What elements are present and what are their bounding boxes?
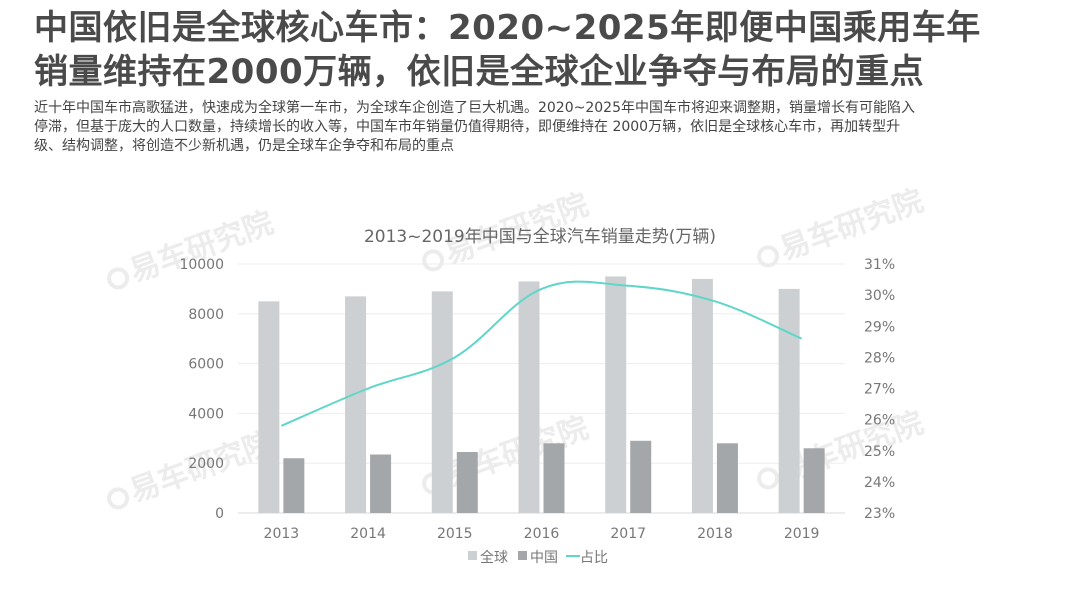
headline-line-1: 中国依旧是全球核心车市：2020~2025年即便中国乘用车年 [34,8,981,48]
x-axis-tick-label: 2014 [350,526,386,542]
legend-item-中国: 中国 [518,550,558,566]
left-axis-tick-label: 10000 [179,257,224,273]
left-axis-tick-label: 4000 [188,406,224,422]
bar-中国-2013 [283,458,305,513]
legend-item-全球: 全球 [468,549,508,566]
right-y-axis: 23% 24% 25% 26% 27% 28% 29% 30% 31% [864,257,895,522]
bar-中国-2014 [370,454,392,513]
legend-swatch [518,551,527,560]
x-axis: 2013 2014 2015 2016 2017 2018 2019 [264,526,820,542]
chart-title: 2013~2019年中国与全球汽车销量走势(万辆) [364,227,716,247]
bar-全球-2019 [778,288,800,513]
right-axis-tick-label: 29% [864,319,895,335]
x-axis-tick-label: 2015 [437,526,473,542]
bar-中国-2015 [456,451,478,513]
x-axis-tick-label: 2018 [697,526,733,542]
right-axis-tick-label: 25% [864,444,895,460]
right-axis-tick-label: 27% [864,382,895,398]
page-headline: 中国依旧是全球核心车市：2020~2025年即便中国乘用车年 销量维持在2000… [34,6,1054,94]
bar-全球-2014 [345,296,367,513]
legend-swatch [468,551,477,560]
chart-gridlines [238,263,845,514]
watermark-text: 易车研究院 [775,183,928,267]
x-axis-tick-label: 2013 [264,526,300,542]
x-axis-tick-label: 2016 [524,526,560,542]
subtitle-line-2: 停滞，但基于庞大的人口数量，持续增长的收入等，中国车市年销量仍值得期待，即便维持… [34,119,901,135]
chart-legend: 全球 中国 占比 [468,549,608,566]
right-axis-tick-label: 26% [864,413,895,429]
legend-label: 中国 [530,550,558,566]
subtitle-line-3: 级、结构调整，将创造不少新机遇，仍是全球车企争夺和布局的重点 [34,138,454,154]
bar-全球-2018 [691,278,713,513]
bar-中国-2018 [716,443,738,513]
right-axis-tick-label: 24% [864,475,895,491]
headline-line-2: 销量维持在2000万辆，依旧是全球企业争夺与布局的重点 [34,52,925,92]
right-axis-tick-label: 31% [864,257,895,273]
legend-item-占比: 占比 [566,550,608,566]
watermark: 易车研究院 [107,205,278,290]
x-axis-tick-label: 2019 [784,526,820,542]
right-axis-tick-label: 28% [864,350,895,366]
line-占比 [280,280,803,427]
bar-全球-2015 [431,291,453,513]
share-line-series [280,280,803,427]
x-axis-tick-label: 2017 [610,526,646,542]
left-axis-tick-label: 2000 [188,456,224,472]
right-axis-tick-label: 23% [864,506,895,522]
bar-series [258,276,825,513]
left-axis-tick-label: 8000 [188,307,224,323]
left-y-axis: 0 2000 4000 6000 8000 10000 [179,257,224,522]
watermark: 易车研究院 [757,183,928,268]
bar-全球-2013 [258,301,280,513]
watermark-text: 易车研究院 [125,205,278,289]
bar-中国-2017 [630,440,652,513]
bar-中国-2019 [803,448,825,513]
legend-label: 占比 [580,550,608,566]
page-subtitle: 近十年中国车市高歌猛进，快速成为全球第一车市，为全球车企创造了巨大机遇。2020… [34,99,1049,156]
left-axis-tick-label: 6000 [188,357,224,373]
left-axis-tick-label: 0 [215,506,224,522]
bar-全球-2017 [605,276,627,513]
bar-全球-2016 [518,281,540,513]
right-axis-tick-label: 30% [864,288,895,304]
subtitle-line-1: 近十年中国车市高歌猛进，快速成为全球第一车市，为全球车企创造了巨大机遇。2020… [34,100,915,116]
bar-中国-2016 [543,443,565,513]
legend-label: 全球 [480,549,508,566]
